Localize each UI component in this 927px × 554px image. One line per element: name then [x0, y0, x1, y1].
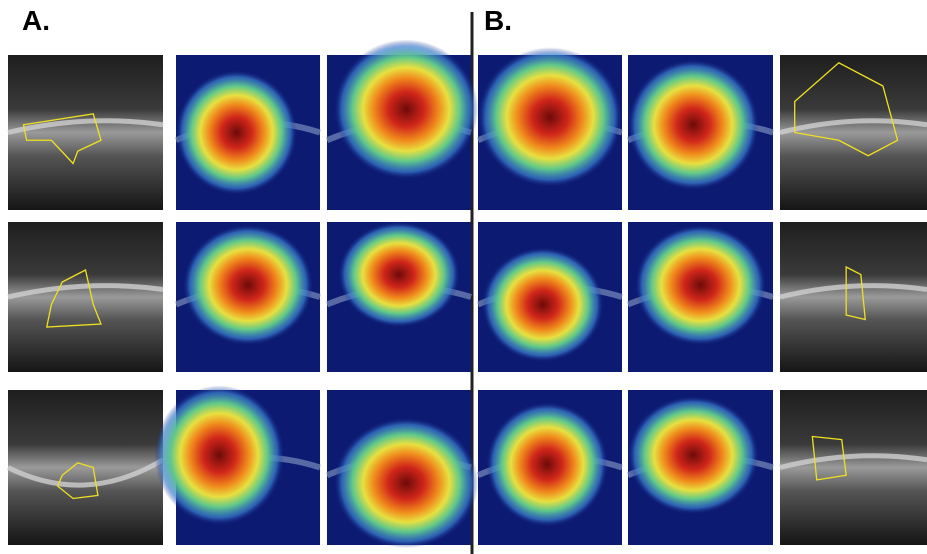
heat-blob: [183, 225, 313, 345]
heatmap: [628, 390, 773, 545]
heat-blob: [628, 396, 759, 514]
heat-blob: [628, 60, 759, 190]
page: {"panels": [{"label": "A."}, {"label": "…: [0, 0, 927, 554]
heat-blob: [487, 402, 608, 526]
heatmap: [478, 47, 622, 210]
oct-image: [8, 55, 163, 210]
oct-scan: [780, 390, 927, 545]
panel-label: B.: [484, 5, 512, 36]
oct-scan: [780, 55, 927, 210]
heat-blob: [478, 47, 622, 187]
panel-label: A.: [22, 5, 50, 36]
heatmap: [176, 222, 320, 372]
figure: A. B.: [0, 0, 927, 554]
heatmap: [176, 55, 320, 210]
heatmap: [327, 40, 478, 211]
oct-image: [780, 390, 927, 545]
heatmap: [327, 222, 471, 372]
heat-blob: [334, 40, 478, 180]
heatmap: [154, 385, 320, 545]
heat-blob: [339, 222, 460, 327]
heat-blob: [154, 385, 284, 524]
heat-blob: [176, 71, 297, 195]
heatmap: [628, 55, 773, 210]
oct-scan: [8, 222, 163, 372]
heatmap: [628, 222, 773, 372]
oct-image: [780, 222, 927, 372]
heatmap: [327, 390, 478, 548]
heat-blob: [334, 418, 478, 548]
oct-image: [8, 390, 163, 545]
heatmap: [478, 222, 622, 372]
oct-image: [8, 222, 163, 372]
heat-blob: [482, 248, 603, 362]
heat-blob: [635, 225, 766, 345]
oct-scan: [8, 390, 163, 545]
oct-scan: [8, 55, 163, 210]
oct-scan: [780, 222, 927, 372]
oct-image: [780, 55, 927, 210]
heatmap: [478, 390, 622, 545]
